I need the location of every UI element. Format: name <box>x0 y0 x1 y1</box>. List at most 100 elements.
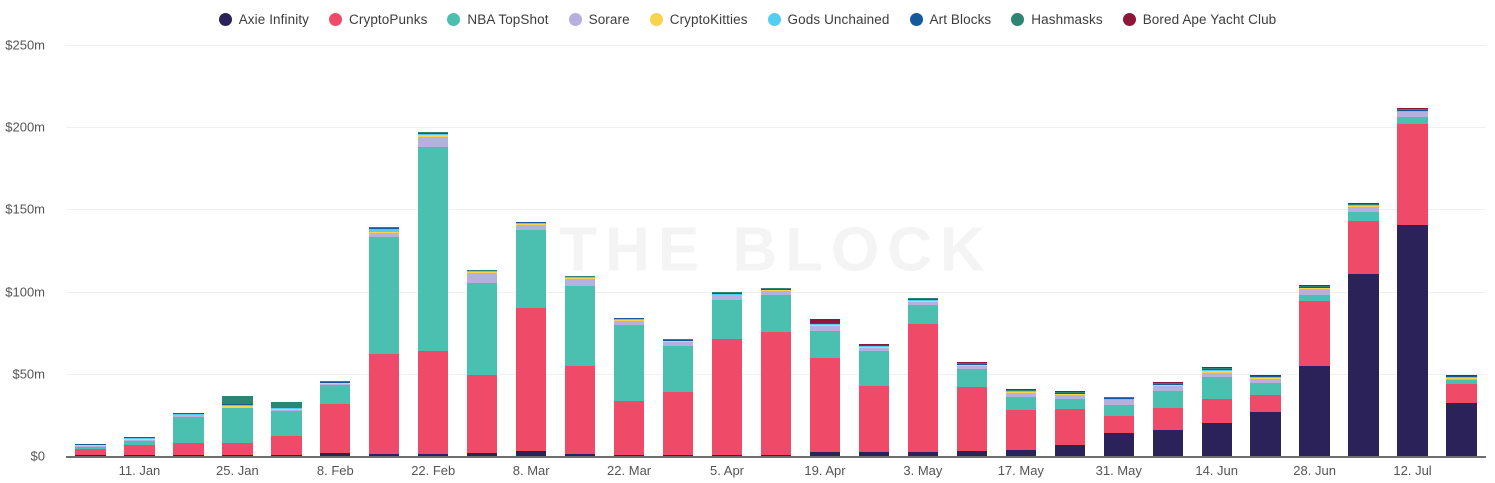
bar-group[interactable] <box>222 395 253 456</box>
bar-segment <box>369 454 400 456</box>
legend-item-art-blocks[interactable]: Art Blocks <box>909 12 992 27</box>
bar-segment <box>1054 394 1085 396</box>
bar-segment <box>1103 398 1134 399</box>
bar-segment <box>1152 382 1183 383</box>
bar-group[interactable] <box>1446 374 1477 456</box>
bar-group[interactable] <box>564 275 596 456</box>
bar-segment <box>1005 390 1036 392</box>
bar-group[interactable] <box>75 443 106 456</box>
bar-group[interactable] <box>662 339 694 456</box>
bar-group[interactable] <box>858 343 890 456</box>
bar-group[interactable] <box>1299 285 1330 456</box>
bar-segment <box>1152 385 1183 387</box>
bar-segment <box>956 362 988 364</box>
bar-segment <box>662 341 694 343</box>
bar-group[interactable] <box>418 131 449 456</box>
bar-group[interactable] <box>711 292 743 456</box>
legend-item-gods-unchained[interactable]: Gods Unchained <box>767 12 890 27</box>
bar-segment <box>1005 389 1036 390</box>
bar-segment <box>467 375 498 454</box>
bar-group[interactable] <box>1152 382 1183 456</box>
bar-group[interactable] <box>1397 108 1428 456</box>
bar-segment <box>515 222 547 224</box>
legend-item-label: CryptoPunks <box>349 11 428 27</box>
bar-segment <box>467 283 498 376</box>
legend-item-bored-ape-yacht-club[interactable]: Bored Ape Yacht Club <box>1122 12 1277 27</box>
bar-segment <box>907 304 939 324</box>
bar-segment <box>1446 377 1477 379</box>
bar-group[interactable] <box>1348 203 1379 456</box>
bar-group[interactable] <box>613 317 645 456</box>
bar-segment <box>1299 286 1330 288</box>
bar-segment <box>1201 368 1232 369</box>
legend-item-axie-infinity[interactable]: Axie Infinity <box>218 12 309 27</box>
bar-group[interactable] <box>515 221 547 456</box>
bar-group[interactable] <box>907 297 939 456</box>
bar-group[interactable] <box>320 381 351 456</box>
bar-segment <box>1348 211 1379 221</box>
bar-segment <box>1054 395 1085 400</box>
bar-group[interactable] <box>809 318 841 456</box>
bar-segment <box>1397 111 1428 113</box>
bar-group[interactable] <box>1250 374 1281 456</box>
bar-segment <box>1348 204 1379 206</box>
bar-segment <box>271 407 302 409</box>
bar-group[interactable] <box>956 362 988 456</box>
bar-segment <box>1446 383 1477 403</box>
bar-segment <box>222 407 253 409</box>
x-axis-tick-label: 12. Jul <box>1393 463 1432 478</box>
bar-segment <box>369 228 400 233</box>
bar-segment <box>760 332 792 455</box>
bar-segment <box>858 386 890 453</box>
bar-segment <box>222 408 253 443</box>
bar-group[interactable] <box>1201 367 1232 456</box>
legend-item-sorare[interactable]: Sorare <box>568 12 630 27</box>
bar-segment <box>1152 384 1183 386</box>
bar-segment <box>1005 409 1036 450</box>
bar-segment <box>613 401 645 455</box>
legend-item-nba-topshot[interactable]: NBA TopShot <box>447 12 548 27</box>
bar-group[interactable] <box>173 413 204 456</box>
legend-item-cryptopunks[interactable]: CryptoPunks <box>329 12 427 27</box>
bar-segment <box>564 277 596 279</box>
bar-segment <box>124 438 155 439</box>
bar-segment <box>1250 374 1281 376</box>
x-axis-tick-label: 11. Jan <box>118 463 161 478</box>
bar-segment <box>467 453 498 456</box>
bar-segment <box>858 347 890 348</box>
bar-group[interactable] <box>271 401 302 456</box>
legend-item-cryptokitties[interactable]: CryptoKitties <box>649 12 748 27</box>
bar-segment <box>1054 393 1085 395</box>
bar-segment <box>907 300 939 302</box>
bar-segment <box>1201 376 1232 399</box>
bar-group[interactable] <box>1103 396 1134 456</box>
bar-segment <box>222 455 253 456</box>
bar-group[interactable] <box>369 227 400 456</box>
bar-group[interactable] <box>1005 389 1036 456</box>
bar-group[interactable] <box>760 287 792 456</box>
bar-segment <box>467 271 498 273</box>
bar-group[interactable] <box>1054 391 1085 456</box>
bar-segment <box>418 146 449 351</box>
x-axis-tick-label: 14. Jun <box>1195 463 1239 478</box>
bar-segment <box>467 269 498 271</box>
bar-segment <box>1103 397 1134 399</box>
bar-segment <box>564 286 596 367</box>
bar-segment <box>418 133 449 135</box>
bar-segment <box>515 224 547 231</box>
legend-item-label: Hashmasks <box>1031 11 1103 27</box>
bar-segment <box>124 455 155 456</box>
bar-segment <box>907 298 939 300</box>
bar-segment <box>1250 376 1281 378</box>
bar-segment <box>956 364 988 366</box>
legend-item-hashmasks[interactable]: Hashmasks <box>1011 11 1103 27</box>
bar-segment <box>711 292 743 294</box>
bar-segment <box>1446 377 1477 378</box>
bar-segment <box>1299 366 1330 456</box>
bar-group[interactable] <box>124 437 155 456</box>
bar-group[interactable] <box>467 269 498 456</box>
bar-segment <box>467 272 498 274</box>
bar-segment <box>320 384 351 386</box>
bar-segment <box>75 455 106 456</box>
bar-segment <box>1152 383 1183 385</box>
